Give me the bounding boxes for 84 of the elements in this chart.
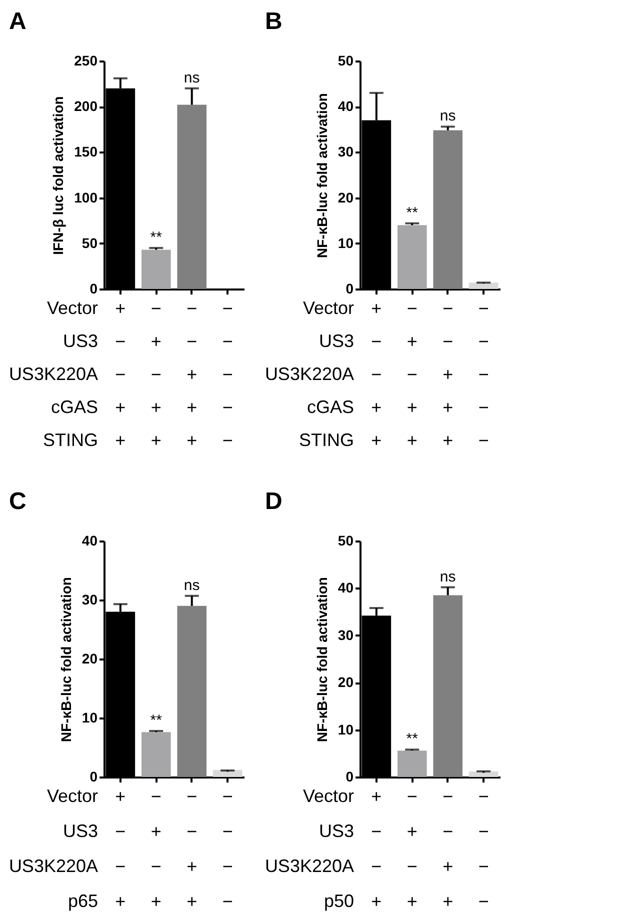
bar [177,606,206,777]
y-axis-title: NF-κB-luc fold activation [314,577,330,742]
x-tick-label: + − − + [371,786,382,912]
x-tick-label: − − − − [222,786,233,912]
bar [433,130,462,289]
chart-title: B [265,8,282,35]
y-tick-label: 40 [338,98,354,114]
bar [142,732,171,777]
text: US3 [62,331,98,351]
annotation: ns [184,576,200,594]
x-tick-label: − − + + [186,786,198,912]
y-tick-label: 0 [346,768,354,784]
y-axis-title: IFN-β luc fold activation [50,96,66,255]
bar [142,250,171,289]
text: US3K220A [264,364,354,384]
bar [468,282,498,289]
annotation: ns [440,568,456,586]
bar [398,750,427,777]
y-tick-label: 0 [90,768,98,784]
y-axis-title: NF-κB-luc fold activation [58,577,74,742]
x-tick-label: − − + + + [442,298,454,450]
x-tick-label: − − + + [442,786,454,912]
y-tick-label: 200 [74,98,98,114]
text: Vector [302,298,354,318]
y-tick-label: 40 [82,532,98,548]
x-tick-label: − + − + [150,786,162,912]
text: US3K220A [8,364,98,384]
y-tick-label: 50 [338,52,354,68]
text: Vector [46,786,98,806]
y-tick-label: 10 [338,721,354,738]
y-tick-label: 20 [82,650,98,666]
bar [177,104,206,289]
x-tick-label: + − − + + [115,298,126,450]
y-tick-label: 20 [338,674,354,690]
text: Vector [46,298,98,318]
y-tick-label: 20 [338,189,354,206]
y-tick-label: 50 [338,532,354,548]
y-tick-label: 0 [346,280,354,296]
y-tick-label: 30 [338,144,354,160]
y-axis-title: NF-κB-luc fold activation [314,93,330,258]
annotation: ns [184,69,200,86]
y-tick-label: 0 [90,280,98,296]
x-tick-label: − − − − [478,786,489,912]
text: Vector [302,786,354,806]
bar [212,770,242,777]
chart-title: D [265,488,282,515]
text: US3K220A [264,856,354,876]
y-tick-label: 100 [74,189,98,206]
y-tick-label: 10 [82,710,98,726]
annotation: ** [150,228,162,246]
text: US3 [62,821,98,841]
bar [398,225,427,289]
annotation: ** [150,712,162,729]
x-tick-label: − − + + + [186,298,198,450]
x-tick-label: − − − − − [222,298,233,450]
annotation: ns [440,108,456,125]
y-tick-label: 10 [338,234,354,251]
chart-title: A [9,8,26,35]
x-tick-label: − + − + [406,786,418,912]
x-tick-label: + − − + + [371,298,382,450]
y-tick-label: 40 [338,580,354,596]
chart-title: C [9,488,26,515]
text: STING [42,430,98,450]
y-tick-label: 250 [74,52,98,68]
text: cGAS [306,397,354,417]
text: STING [298,430,354,450]
text: US3 [318,821,354,841]
y-tick-label: 30 [338,626,354,643]
text: p65 [68,891,98,911]
x-tick-label: − − − − − [478,298,489,450]
bar [433,595,462,777]
x-tick-label: − + − + + [150,298,162,450]
text: US3K220A [8,856,98,876]
x-tick-label: + − − + [115,786,126,912]
y-tick-label: 50 [82,234,98,251]
annotation: ** [406,204,418,222]
y-tick-label: 150 [74,144,98,160]
annotation: ** [406,730,418,748]
x-tick-label: − + − + + [406,298,418,450]
text: cGAS [50,397,98,417]
text: US3 [318,331,354,351]
text: p50 [324,891,354,911]
y-tick-label: 30 [82,592,98,608]
bar [468,771,498,777]
